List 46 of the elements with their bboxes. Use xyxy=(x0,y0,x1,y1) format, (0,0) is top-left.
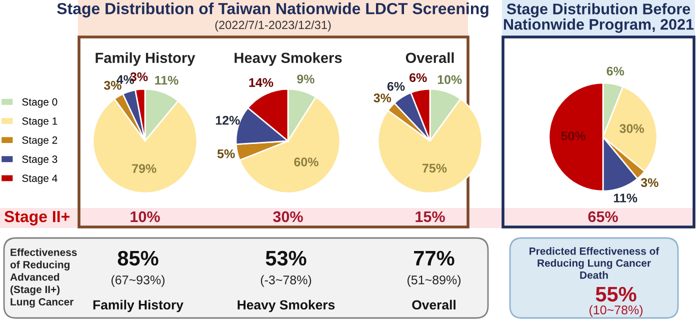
text: 15% xyxy=(416,211,445,222)
text: Family History xyxy=(93,300,184,312)
data-label: 11% xyxy=(614,194,638,202)
text: (51~89%) xyxy=(408,275,460,287)
data-label: 30% xyxy=(620,124,644,133)
chart-title: Family History xyxy=(96,52,196,66)
legend-label: Stage 0 xyxy=(22,98,58,108)
data-label: 14% xyxy=(249,78,274,87)
text: (67~93%) xyxy=(112,275,164,287)
text: 53% xyxy=(266,250,306,266)
text: Overall xyxy=(412,300,456,310)
data-label: 75% xyxy=(422,164,447,173)
text: Predicted Effectiveness of Reducing Lung Cancer Death xyxy=(530,247,660,279)
data-label: 5% xyxy=(217,149,235,158)
text: 65% xyxy=(588,211,618,222)
data-label: 50% xyxy=(561,132,586,140)
data-label: 12% xyxy=(216,116,240,125)
text: 85% xyxy=(118,250,158,266)
text: Stage Distribution of Taiwan Nationwide LDCT Screening xyxy=(57,2,488,18)
data-label: 6% xyxy=(606,66,624,76)
legend-label: Stage 4 xyxy=(22,174,58,184)
data-label: 10% xyxy=(438,75,462,84)
text: Heavy Smokers xyxy=(238,300,335,312)
chart-title: Overall xyxy=(406,52,454,64)
text: 55% xyxy=(596,286,636,302)
text: Effectiveness of Reducing Advanced (Stage II+) Lung Cancer xyxy=(10,248,77,308)
data-label: 79% xyxy=(132,164,156,173)
data-label: 3% xyxy=(374,94,392,102)
data-label: 60% xyxy=(294,158,318,166)
text: 77% xyxy=(414,250,454,266)
text: (2022/7/1-2023/12/31) xyxy=(215,20,331,32)
legend-label: Stage 2 xyxy=(22,136,58,146)
text: Stage II+ xyxy=(4,210,70,226)
legend-label: Stage 3 xyxy=(22,156,58,165)
data-label: 3% xyxy=(640,178,658,188)
data-label: 6% xyxy=(410,73,427,82)
data-label: 11% xyxy=(155,76,178,85)
text: 10% xyxy=(130,211,160,222)
chart-title: Heavy Smokers xyxy=(234,52,342,66)
data-label: 9% xyxy=(297,74,314,84)
data-label: 6% xyxy=(387,82,405,91)
text: (10~78%) xyxy=(590,305,642,317)
legend-label: Stage 1 xyxy=(22,117,58,127)
text: 30% xyxy=(273,211,303,222)
text: (-3~78%) xyxy=(260,275,312,287)
text: Stage Distribution Before Nationwide Program, 2021 xyxy=(504,3,694,33)
